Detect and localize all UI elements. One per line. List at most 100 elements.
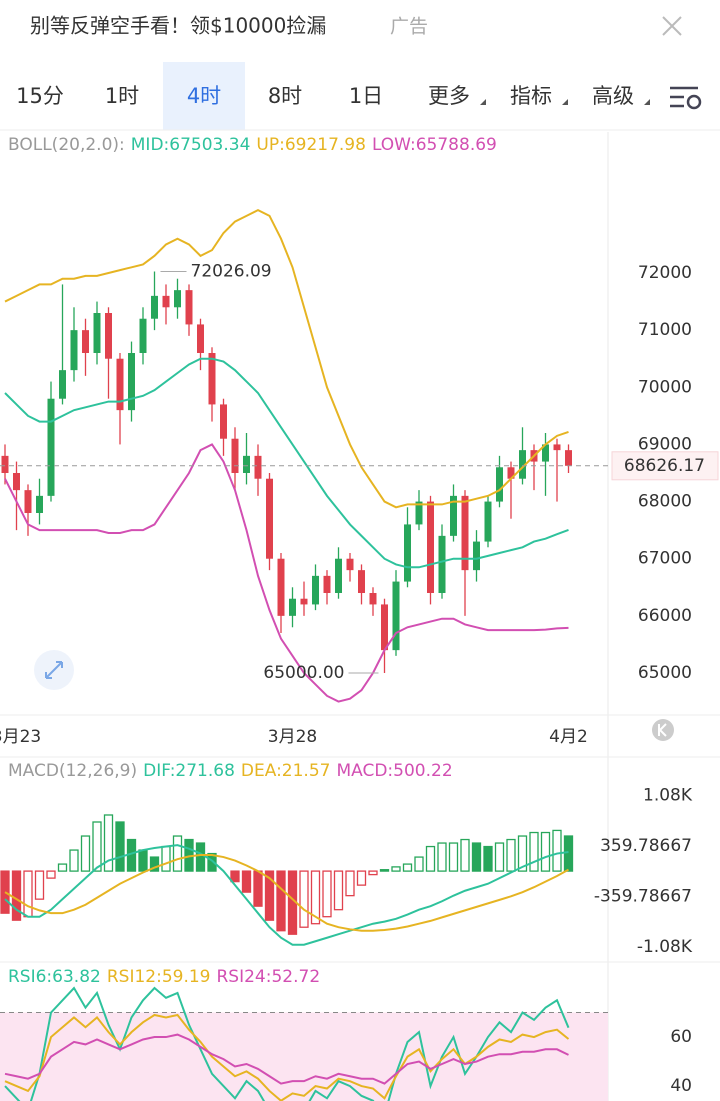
indicator-label: MACD(12,26,9): [8, 761, 137, 781]
macd-bar: [345, 870, 355, 897]
annotation: 72026.09: [191, 262, 272, 282]
legend-value: 52.72: [271, 967, 320, 987]
candle-body: [151, 295, 158, 319]
tab-bar: 15分 1时 4时 8时 1日 更多 指标 高级: [16, 62, 634, 130]
y-tick-label: 60: [670, 1027, 692, 1047]
ad-bar: 别等反弹空手看！领$10000捡漏 广告: [30, 14, 682, 38]
candle-body: [438, 535, 446, 593]
macd-bar: [276, 870, 286, 932]
settings-icon[interactable]: [670, 86, 702, 110]
candle-body: [208, 353, 216, 405]
legend-name: UP:: [256, 135, 284, 155]
scroll-latest-button[interactable]: [652, 719, 674, 741]
candle-body: [266, 478, 273, 559]
candle-body: [507, 467, 515, 479]
macd-bar: [138, 849, 148, 872]
macd-bar: [230, 870, 240, 883]
ad-text[interactable]: 别等反弹空手看！领$10000捡漏: [30, 14, 326, 38]
candle-body: [93, 313, 101, 353]
macd-bar: [310, 870, 321, 925]
macd-bar: [356, 870, 367, 886]
candle-body: [139, 318, 147, 353]
macd-bar: [0, 870, 10, 914]
macd-bar: [402, 863, 413, 872]
legend-name: RSI12:: [107, 967, 162, 987]
legend-value: 271.68: [175, 761, 234, 781]
legend-value: 21.57: [282, 761, 331, 781]
indicator-line: [4, 1013, 570, 1101]
macd-bar: [195, 842, 206, 872]
candle-body: [185, 290, 193, 325]
last-price-label: 68626.17: [624, 456, 705, 476]
indicator-line: [4, 357, 569, 569]
macd-bar: [253, 870, 263, 907]
macd-bar: [529, 831, 539, 872]
macd-bar: [483, 845, 493, 872]
y-tick-label: 71000: [638, 320, 692, 340]
candle-body: [13, 473, 20, 491]
macd-bar: [69, 849, 79, 872]
macd-bar: [161, 845, 171, 872]
y-tick-label: -359.78667: [594, 886, 692, 906]
candle-body: [312, 575, 319, 605]
y-tick-label: 70000: [638, 377, 692, 397]
indicator-label: BOLL(20,2.0):: [8, 135, 125, 155]
legend-value: 69217.98: [285, 135, 366, 155]
legend-value: 65788.69: [416, 135, 497, 155]
macd-bar: [103, 814, 114, 872]
macd-bar: [506, 838, 516, 872]
macd-bar: [80, 835, 91, 872]
tab[interactable]: 15分: [16, 84, 64, 108]
macd-bar: [448, 842, 459, 872]
indicator-line: [4, 209, 569, 509]
tab[interactable]: 1日: [349, 84, 383, 108]
candle-body: [128, 353, 135, 411]
close-icon[interactable]: [662, 16, 682, 36]
macd-bar: [241, 870, 252, 893]
candle-body: [473, 541, 480, 571]
macd-bar: [379, 869, 390, 872]
legend-value: 500.22: [393, 761, 452, 781]
indicator-line: [4, 1033, 569, 1085]
tab[interactable]: 高级: [592, 84, 634, 108]
macd-bar: [517, 835, 528, 872]
macd-bar: [46, 870, 56, 879]
active-tab-bg: [163, 62, 245, 130]
candle-body: [254, 455, 262, 479]
candle-body: [335, 558, 342, 593]
candle-body: [369, 593, 377, 605]
candle-body: [542, 444, 549, 462]
tab[interactable]: 更多: [428, 84, 470, 108]
macd-bar: [322, 870, 332, 918]
tab[interactable]: 8时: [268, 84, 302, 108]
last-price-box: [611, 451, 719, 481]
macd-bar: [414, 856, 424, 872]
tab[interactable]: 1时: [105, 84, 139, 108]
tab[interactable]: 指标: [510, 84, 552, 108]
candle-body: [82, 330, 89, 353]
candle-body: [243, 455, 250, 473]
candle-body: [231, 438, 239, 473]
legend: MACD(12,26,9) DIF:271.68 DEA:21.57 MACD:500…: [8, 761, 453, 781]
macd-bar: [34, 870, 45, 900]
macd-bar: [552, 829, 562, 872]
candle-body: [174, 290, 181, 308]
macd-bar: [23, 870, 33, 918]
indicator-line: [4, 986, 570, 1101]
legend-name: DIF:: [143, 761, 175, 781]
tab[interactable]: 4时: [187, 84, 221, 108]
macd-bar: [264, 870, 275, 921]
candle-body: [496, 467, 503, 502]
y-tick-label: 65000: [638, 663, 692, 683]
candle-body: [197, 324, 204, 353]
fullscreen-button[interactable]: [34, 650, 74, 690]
indicator-line: [4, 853, 569, 932]
x-tick-label: 3月28: [268, 727, 317, 747]
legend-name: MACD:: [336, 761, 393, 781]
macd-bar: [494, 842, 505, 872]
macd-bar: [437, 842, 447, 872]
candle-body: [346, 558, 354, 571]
y-tick-label: 66000: [638, 606, 692, 626]
y-tick-label: 1.08K: [643, 785, 693, 805]
